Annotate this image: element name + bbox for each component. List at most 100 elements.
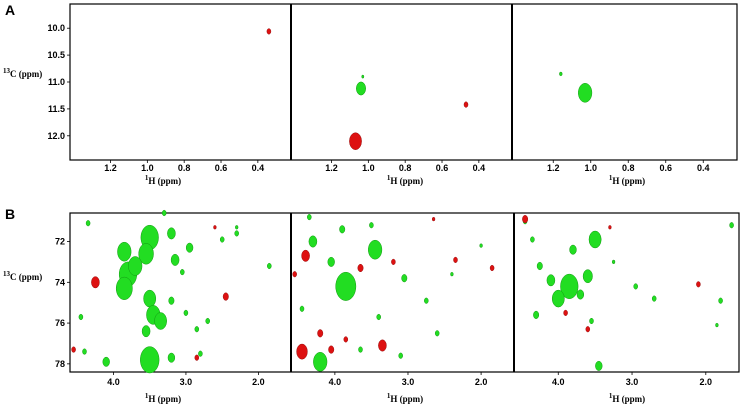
x-tick-label: 4.0 (329, 377, 342, 387)
peak-green-b1-22 (267, 262, 272, 270)
peak-green-b3-18 (611, 259, 616, 265)
peak-green-b3-4 (582, 269, 593, 284)
peak-green-b3-15 (715, 322, 719, 328)
peak-green-b2-2 (368, 239, 383, 260)
x-tick-label: 1.0 (141, 163, 154, 173)
x-tick-label: 1.0 (362, 163, 375, 173)
peak-red-b2-2 (378, 339, 387, 352)
peak-red-b3-5 (608, 225, 612, 230)
x-tick-label: 4.0 (552, 377, 565, 387)
peak-green-b1-18 (198, 350, 203, 357)
peak-green-b1-28 (180, 269, 185, 276)
x-tick-label: 0.6 (215, 163, 228, 173)
peak-red-a2-2 (463, 101, 469, 108)
x-tick-label: 0.6 (659, 163, 672, 173)
peak-red-a1-1 (266, 28, 272, 35)
peak-green-b1-29 (194, 326, 200, 333)
panel-a-frame (69, 3, 738, 161)
peak-red-b2-1 (296, 343, 308, 360)
peak-green-b2-10 (307, 214, 312, 221)
peak-red-b3-3 (585, 326, 591, 333)
panel-b-xlabel-3: 1H (ppm) (609, 392, 645, 404)
peak-green-b1-21 (234, 230, 239, 237)
panel-b-subplot-2 (292, 214, 495, 372)
peak-green-b1-6 (128, 256, 143, 276)
peak-green-a3-1 (578, 83, 593, 103)
peak-green-b1-20 (219, 236, 225, 243)
panel-b-xlabel-1: 1H (ppm) (145, 392, 181, 404)
panel-b-xlabel-2: 1H (ppm) (387, 392, 423, 404)
x-tick-label: 2.0 (475, 377, 488, 387)
peak-green-b3-9 (595, 360, 603, 371)
peak-red-b2-6 (328, 345, 335, 354)
peak-green-b1-10 (140, 346, 160, 374)
peak-red-b3-2 (563, 309, 568, 316)
peak-green-b3-2 (588, 230, 602, 249)
peak-green-b1-3 (117, 241, 132, 262)
peak-green-b1-2 (138, 243, 154, 265)
peak-green-b1-26 (78, 313, 84, 321)
peak-red-b2-10 (489, 264, 495, 272)
panel-a-xlabel-1: 1H (ppm) (145, 174, 181, 186)
x-tick-label: 1.2 (104, 163, 117, 173)
y-tick-label: 11.0 (48, 77, 65, 87)
peak-red-b2-4 (301, 249, 310, 262)
peak-green-b1-5 (115, 276, 133, 300)
peak-green-b3-17 (729, 222, 734, 229)
peak-red-b1-3 (194, 354, 200, 361)
peak-red-b2-11 (431, 216, 436, 222)
peak-green-b3-13 (651, 295, 657, 302)
panel-a-subplot-2 (349, 74, 469, 150)
peak-green-b2-16 (299, 305, 305, 312)
panel-a-xlabel-2: 1H (ppm) (387, 174, 423, 186)
peak-red-b2-8 (292, 271, 297, 278)
x-tick-label: 4.0 (107, 377, 120, 387)
peak-green-b1-15 (183, 309, 189, 316)
peak-green-b1-27 (161, 209, 167, 217)
x-tick-label: 0.4 (252, 163, 265, 173)
peak-green-b3-10 (589, 317, 594, 325)
peak-green-b1-17 (167, 352, 176, 363)
peak-green-b1-12 (170, 253, 180, 266)
peak-green-b1-25 (102, 356, 110, 367)
peak-green-b2-13 (398, 352, 403, 359)
y-tick-label: 74 (55, 277, 65, 287)
peak-green-a2-2 (361, 74, 365, 79)
x-tick-label: 3.0 (626, 377, 639, 387)
peak-green-b3-5 (546, 274, 556, 287)
peak-red-b1-1 (91, 276, 100, 289)
peak-green-b1-7 (143, 289, 157, 308)
peak-red-b2-7 (391, 258, 396, 265)
peak-red-b3-1 (522, 215, 529, 224)
x-tick-label: 2.0 (700, 377, 713, 387)
peak-green-b2-11 (369, 222, 374, 229)
x-tick-label: 2.0 (252, 377, 265, 387)
peak-green-a2-1 (356, 81, 366, 96)
x-tick-label: 1.2 (325, 163, 338, 173)
x-tick-label: 0.6 (436, 163, 449, 173)
x-tick-label: 1.2 (547, 163, 560, 173)
peak-green-b2-9 (376, 313, 381, 321)
peak-green-b3-6 (569, 244, 577, 255)
x-tick-label: 0.8 (622, 163, 635, 173)
panel-b-ylabel: 13C (ppm) (3, 270, 42, 282)
peak-red-b2-9 (453, 256, 458, 263)
peak-red-b2-5 (317, 329, 324, 338)
peak-green-b2-17 (358, 346, 363, 353)
peak-green-b3-19 (576, 289, 585, 300)
panel-b-plot-area (69, 209, 740, 374)
peak-green-b3-3 (551, 289, 565, 308)
peak-green-b1-23 (82, 348, 87, 355)
peak-green-b1-13 (185, 242, 194, 253)
peak-green-b2-5 (327, 256, 335, 267)
x-tick-label: 0.8 (399, 163, 412, 173)
peak-green-b2-14 (434, 330, 440, 337)
panel-a-ylabel: 13C (ppm) (3, 67, 42, 79)
panel-b-subplot-1 (71, 209, 272, 374)
panel-a-subplot-1 (266, 28, 272, 35)
panel-a-xlabel-3: 1H (ppm) (609, 174, 645, 186)
x-tick-label: 3.0 (180, 377, 193, 387)
peak-green-b1-19 (205, 317, 210, 325)
peak-green-b2-6 (313, 352, 328, 372)
